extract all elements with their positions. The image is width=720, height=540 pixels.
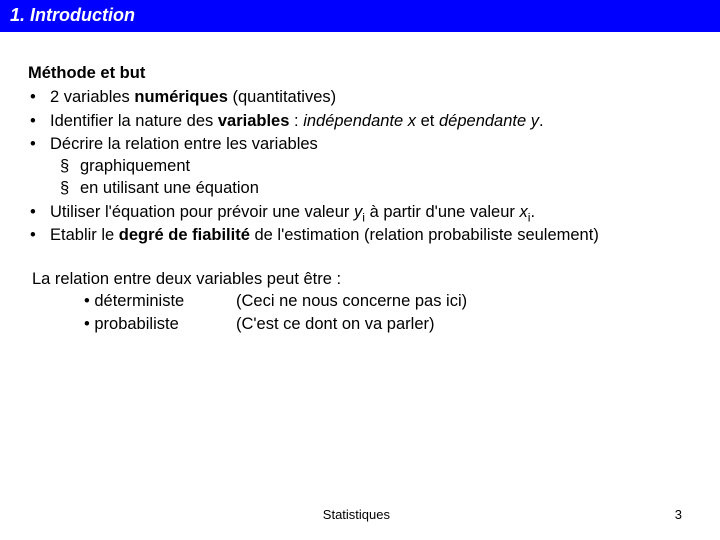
list-item-body: Utiliser l'équation pour prévoir une val… xyxy=(50,201,692,223)
relation-right: (Ceci ne nous concerne pas ici) xyxy=(236,290,467,312)
relation-right: (C'est ce dont on va parler) xyxy=(236,313,435,335)
slide-content: Méthode et but •2 variables numériques (… xyxy=(0,32,720,335)
sub-bullet-list: §graphiquement§en utilisant une équation xyxy=(60,155,692,200)
list-item: •2 variables numériques (quantitatives) xyxy=(28,86,692,108)
bullet-dot-icon: • xyxy=(28,133,50,155)
bullet-dot-icon: • xyxy=(28,110,50,132)
bullet-dot-icon: • xyxy=(28,86,50,108)
sub-list-item-body: graphiquement xyxy=(80,155,190,177)
bullet-dot-icon: • xyxy=(28,201,50,223)
square-bullet-icon: § xyxy=(60,177,80,199)
footer: Statistiques 3 xyxy=(0,507,720,522)
square-bullet-icon: § xyxy=(60,155,80,177)
relation-row: • déterministe(Ceci ne nous concerne pas… xyxy=(84,290,692,312)
relation-row: • probabiliste(C'est ce dont on va parle… xyxy=(84,313,692,335)
slide-title: 1. Introduction xyxy=(10,5,135,25)
sub-list-item: §en utilisant une équation xyxy=(60,177,692,199)
list-item-body: Décrire la relation entre les variables§… xyxy=(50,133,692,200)
list-item-body: 2 variables numériques (quantitatives) xyxy=(50,86,692,108)
sub-list-item-body: en utilisant une équation xyxy=(80,177,259,199)
relation-block: La relation entre deux variables peut êt… xyxy=(32,268,692,335)
section-heading: Méthode et but xyxy=(28,62,692,84)
list-item-body: Identifier la nature des variables : ind… xyxy=(50,110,692,132)
list-item: •Décrire la relation entre les variables… xyxy=(28,133,692,200)
list-item: •Identifier la nature des variables : in… xyxy=(28,110,692,132)
footer-page-number: 3 xyxy=(675,507,682,522)
relation-left: • probabiliste xyxy=(84,313,236,335)
list-item: •Utiliser l'équation pour prévoir une va… xyxy=(28,201,692,223)
relation-intro: La relation entre deux variables peut êt… xyxy=(32,268,692,290)
relation-left: • déterministe xyxy=(84,290,236,312)
footer-center: Statistiques xyxy=(38,507,675,522)
bullet-dot-icon: • xyxy=(28,224,50,246)
title-bar: 1. Introduction xyxy=(0,0,720,32)
bullet-list: •2 variables numériques (quantitatives)•… xyxy=(28,86,692,246)
sub-list-item: §graphiquement xyxy=(60,155,692,177)
list-item-body: Etablir le degré de fiabilité de l'estim… xyxy=(50,224,692,246)
list-item: •Etablir le degré de fiabilité de l'esti… xyxy=(28,224,692,246)
